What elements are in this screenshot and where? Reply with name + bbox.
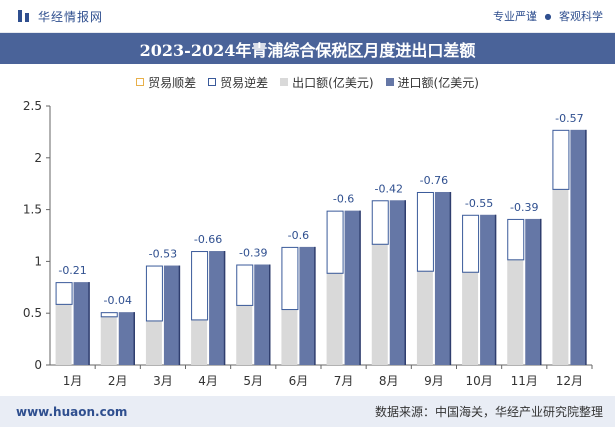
import-bar [480, 214, 497, 365]
deficit-outline-box [326, 210, 344, 274]
legend-item-deficit: 贸易逆差 [208, 74, 268, 91]
deficit-outline-box [281, 246, 299, 311]
export-bar [191, 319, 208, 365]
huajing-logo-icon [18, 10, 29, 22]
balance-data-label: -0.39 [239, 247, 267, 260]
import-bar [163, 265, 180, 365]
import-bar [389, 200, 406, 365]
deficit-outline-box [552, 129, 570, 190]
brand: 华经情报网 [0, 8, 103, 25]
y-tick-label: 0 [34, 358, 42, 372]
footer-source: 数据来源：中国海关，华经产业研究院整理 [374, 405, 603, 419]
x-tick-label: 8月 [379, 374, 399, 388]
brand-name: 华经情报网 [38, 9, 104, 24]
deficit-outline-box [507, 218, 525, 261]
y-tick-label: 2.5 [23, 99, 42, 113]
tagline-left: 专业严谨 [493, 10, 538, 23]
deficit-outline-box [416, 191, 434, 272]
export-bar [507, 259, 524, 365]
legend-item-import: 进口额(亿美元) [385, 74, 479, 91]
footer-bar: www.huaon.com 数据来源：中国海关，华经产业研究院整理 [0, 396, 615, 427]
import-bar [254, 264, 271, 365]
balance-data-label: -0.04 [104, 294, 132, 307]
chart-title: 2023-2024年青浦综合保税区月度进出口差额 [139, 40, 476, 60]
export-bar [462, 271, 479, 365]
export-bar [145, 320, 162, 365]
legend-swatch-surplus [136, 78, 145, 86]
legend-swatch-deficit [208, 78, 217, 86]
chart-legend: 贸易顺差 贸易逆差 出口额(亿美元) 进口额(亿美元) [0, 72, 615, 92]
deficit-outline-box [55, 282, 73, 305]
y-tick-label: 1.5 [23, 203, 42, 217]
deficit-outline-box [145, 265, 163, 322]
x-tick-label: 4月 [198, 374, 218, 388]
export-bar [55, 303, 72, 365]
deficit-outline-box [100, 312, 118, 318]
balance-data-label: -0.6 [288, 229, 309, 242]
x-tick-label: 7月 [334, 374, 354, 388]
balance-data-label: -0.21 [58, 264, 86, 277]
import-bar [118, 312, 135, 365]
chart-title-bar: 2023-2024年青浦综合保税区月度进出口差额 [0, 33, 615, 64]
x-tick-label: 5月 [243, 374, 263, 388]
tagline-right: 客观科学 [559, 10, 603, 23]
export-bar [236, 304, 253, 365]
x-tick-label: 1月 [63, 374, 83, 388]
legend-label-export: 出口额(亿美元) [292, 75, 374, 90]
import-bar [299, 246, 316, 365]
legend-item-surplus: 贸易顺差 [136, 74, 196, 91]
import-bar [434, 191, 451, 365]
import-bar [73, 282, 90, 365]
export-bar [552, 188, 569, 365]
top-bar: 华经情报网 专业严谨 ● 客观科学 [0, 0, 615, 33]
balance-data-label: -0.6 [333, 193, 354, 206]
x-tick-label: 9月 [424, 374, 444, 388]
balance-data-label: -0.39 [510, 201, 538, 214]
import-bar [209, 251, 226, 365]
balance-data-label: -0.55 [465, 197, 493, 210]
import-bar [344, 210, 361, 365]
x-tick-label: 12月 [556, 374, 583, 388]
balance-data-label: -0.53 [149, 248, 177, 261]
export-bar [281, 309, 298, 365]
x-tick-label: 2月 [108, 374, 128, 388]
tagline-separator: ● [544, 12, 552, 21]
export-bar [326, 272, 343, 365]
legend-label-import: 进口额(亿美元) [397, 75, 479, 90]
deficit-outline-box [371, 200, 389, 245]
import-bar [525, 218, 542, 365]
y-tick-label: 2 [34, 151, 42, 165]
tagline: 专业严谨 ● 客观科学 [493, 8, 615, 24]
x-tick-label: 6月 [289, 374, 309, 388]
balance-data-label: -0.42 [375, 182, 403, 195]
balance-data-label: -0.66 [194, 233, 222, 246]
deficit-outline-box [236, 264, 254, 306]
export-bar [416, 270, 433, 365]
x-tick-label: 11月 [511, 374, 538, 388]
y-tick-label: 1 [34, 254, 42, 268]
export-bar [100, 316, 117, 365]
legend-swatch-export [280, 78, 289, 86]
deficit-outline-box [191, 251, 209, 321]
y-tick-label: 0.5 [23, 306, 42, 320]
balance-data-label: -0.76 [420, 174, 448, 187]
balance-data-label: -0.57 [555, 112, 583, 125]
export-bar [371, 243, 388, 365]
legend-label-surplus: 贸易顺差 [148, 75, 197, 90]
footer-url: www.huaon.com [16, 404, 128, 419]
legend-item-export: 出口额(亿美元) [280, 74, 374, 91]
legend-label-deficit: 贸易逆差 [220, 75, 269, 90]
x-tick-label: 10月 [465, 374, 492, 388]
import-bar [570, 129, 587, 365]
legend-swatch-import [385, 78, 394, 86]
deficit-outline-box [462, 214, 480, 273]
x-tick-label: 3月 [153, 374, 173, 388]
